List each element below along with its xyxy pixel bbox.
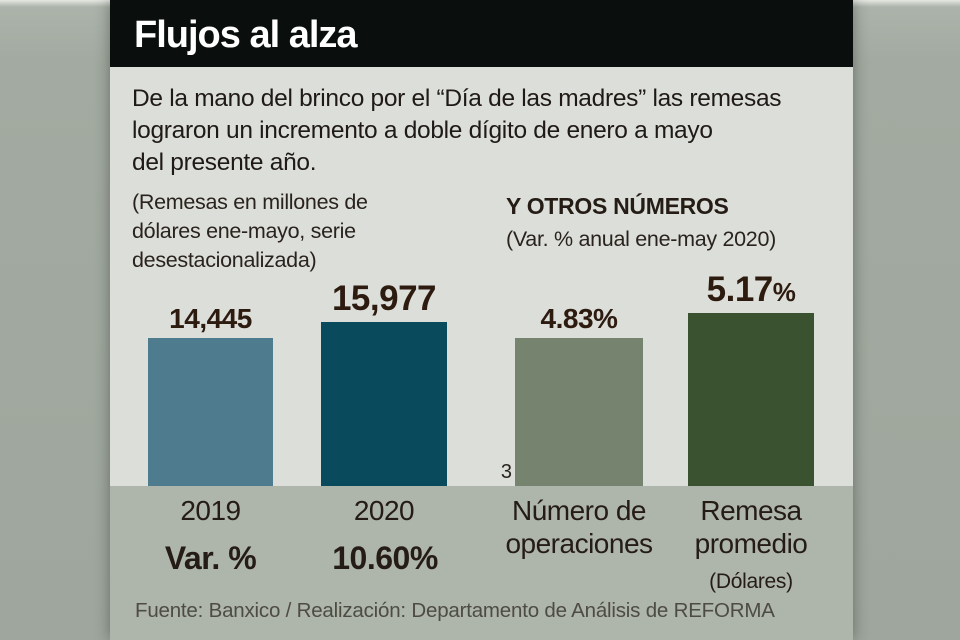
- var-percent-value: 10.60%: [332, 540, 438, 576]
- left-subtitle-line-2: dólares ene-mayo, serie: [132, 219, 356, 243]
- category-label-operaciones: Número de operaciones: [491, 494, 667, 560]
- source-credit-line: Fuente: Banxico / Realización: Departame…: [135, 599, 775, 622]
- bar-2019: [148, 338, 273, 486]
- intro-line-3: del presente año.: [132, 149, 317, 176]
- header-bar: Flujos al alza: [110, 0, 853, 67]
- value-label-remesa-number: 5.17: [706, 270, 774, 309]
- category-operaciones-line-2: operaciones: [505, 528, 653, 559]
- value-label-remesa-percent: %: [772, 277, 796, 307]
- category-sublabel-dolares: (Dólares): [709, 570, 793, 593]
- value-label-operaciones: 4.83%: [540, 303, 618, 334]
- value-label-2020: 15,977: [331, 279, 437, 318]
- intro-line-1: De la mano del brinco por el “Día de las…: [132, 85, 782, 112]
- intro-text: De la mano del brinco por el “Día de las…: [132, 83, 844, 179]
- category-remesa-line-2: promedio: [694, 528, 808, 559]
- intro-line-2: lograron un incremento a doble dígito de…: [132, 117, 713, 144]
- right-chart-subtitle: (Var. % anual ene-may 2020): [506, 227, 776, 251]
- footnote-marker: 3: [500, 461, 512, 483]
- infographic-card: Flujos al alza De la mano del brinco por…: [110, 0, 853, 640]
- value-label-remesa: 5.17%: [672, 270, 830, 310]
- page-title: Flujos al alza: [134, 14, 358, 56]
- var-percent-label: Var. %: [164, 540, 257, 576]
- category-label-2020: 2020: [353, 495, 415, 526]
- bar-remesa-promedio: [688, 313, 814, 486]
- chart-area: De la mano del brinco por el “Día de las…: [110, 67, 853, 486]
- category-label-2019: 2019: [180, 495, 241, 526]
- value-label-2019: 14,445: [169, 303, 252, 334]
- category-remesa-line-1: Remesa: [700, 495, 802, 526]
- axis-label-band: 2019 2020 Número de operaciones Remesa p…: [110, 486, 853, 640]
- left-subtitle-line-1: (Remesas en millones de: [132, 190, 368, 214]
- bar-2020: [321, 322, 447, 486]
- left-subtitle-line-3: desestacionalizada): [132, 248, 317, 272]
- right-chart-title: Y OTROS NÚMEROS: [506, 193, 729, 219]
- left-chart-subtitle: (Remesas en millones de dólares ene-mayo…: [132, 188, 432, 275]
- bar-numero-operaciones: [515, 338, 643, 486]
- category-label-remesa: Remesa promedio (Dólares): [667, 494, 835, 598]
- category-operaciones-line-1: Número de: [511, 495, 647, 526]
- right-chart-header: Y OTROS NÚMEROS (Var. % anual ene-may 20…: [506, 193, 836, 252]
